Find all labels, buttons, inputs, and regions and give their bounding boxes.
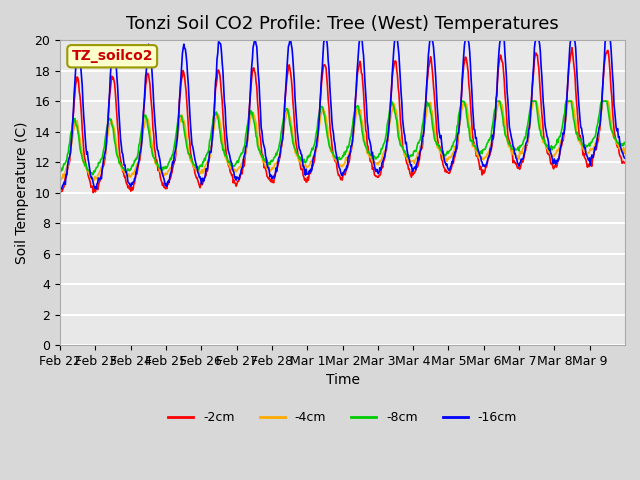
-4cm — [402, 153, 410, 159]
-2cm — [227, 170, 235, 176]
-16cm — [56, 187, 64, 192]
-2cm — [402, 153, 410, 158]
-16cm — [123, 169, 131, 175]
-16cm — [252, 37, 259, 43]
-16cm — [255, 79, 263, 84]
-16cm — [227, 156, 234, 162]
-16cm — [402, 141, 410, 146]
-8cm — [124, 168, 131, 174]
-2cm — [568, 45, 576, 50]
-4cm — [621, 146, 629, 152]
-16cm — [276, 148, 284, 154]
Legend: -2cm, -4cm, -8cm, -16cm: -2cm, -4cm, -8cm, -16cm — [163, 407, 522, 430]
-8cm — [227, 163, 235, 168]
-4cm — [124, 174, 131, 180]
X-axis label: Time: Time — [326, 373, 360, 387]
Line: -4cm: -4cm — [60, 101, 625, 180]
-8cm — [433, 142, 441, 148]
-8cm — [402, 151, 410, 156]
-4cm — [227, 165, 235, 171]
-2cm — [433, 134, 441, 140]
-8cm — [621, 140, 629, 146]
-2cm — [621, 160, 629, 166]
-16cm — [433, 104, 441, 109]
-8cm — [255, 147, 263, 153]
-16cm — [621, 156, 629, 161]
Line: -16cm: -16cm — [60, 40, 625, 190]
-2cm — [56, 190, 64, 195]
-8cm — [276, 138, 284, 144]
Title: Tonzi Soil CO2 Profile: Tree (West) Temperatures: Tonzi Soil CO2 Profile: Tree (West) Temp… — [126, 15, 559, 33]
Line: -8cm: -8cm — [60, 101, 625, 175]
-2cm — [276, 152, 284, 157]
-8cm — [458, 98, 465, 104]
Text: TZ_soilco2: TZ_soilco2 — [72, 49, 153, 63]
-8cm — [89, 172, 97, 178]
-4cm — [90, 178, 98, 183]
Line: -2cm: -2cm — [60, 48, 625, 192]
-4cm — [495, 98, 503, 104]
-4cm — [433, 144, 441, 150]
-8cm — [56, 169, 64, 175]
-2cm — [124, 181, 131, 187]
-2cm — [90, 190, 97, 195]
-4cm — [255, 144, 263, 149]
-2cm — [255, 119, 263, 124]
-4cm — [56, 175, 64, 181]
-4cm — [276, 151, 284, 156]
Y-axis label: Soil Temperature (C): Soil Temperature (C) — [15, 121, 29, 264]
